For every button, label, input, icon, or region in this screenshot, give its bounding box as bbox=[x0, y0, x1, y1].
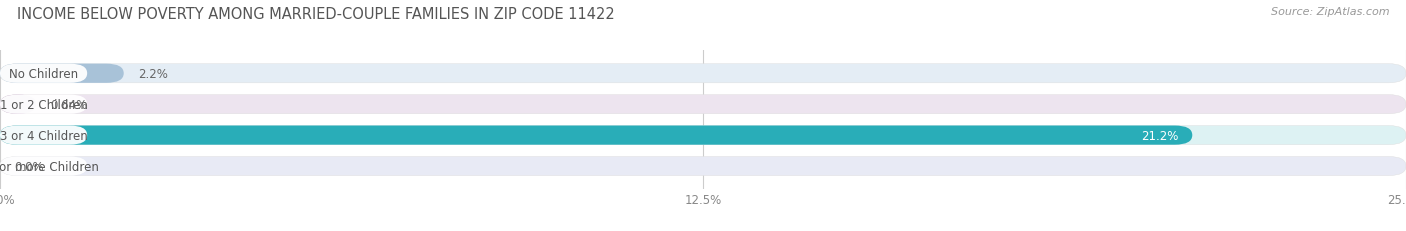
Text: No Children: No Children bbox=[8, 67, 79, 80]
Text: 1 or 2 Children: 1 or 2 Children bbox=[0, 98, 87, 111]
Text: 5 or more Children: 5 or more Children bbox=[0, 160, 98, 173]
Text: 3 or 4 Children: 3 or 4 Children bbox=[0, 129, 87, 142]
FancyBboxPatch shape bbox=[0, 64, 124, 83]
Text: INCOME BELOW POVERTY AMONG MARRIED-COUPLE FAMILIES IN ZIP CODE 11422: INCOME BELOW POVERTY AMONG MARRIED-COUPL… bbox=[17, 7, 614, 22]
Text: Source: ZipAtlas.com: Source: ZipAtlas.com bbox=[1271, 7, 1389, 17]
FancyBboxPatch shape bbox=[0, 157, 87, 176]
Text: 0.64%: 0.64% bbox=[51, 98, 87, 111]
FancyBboxPatch shape bbox=[0, 64, 87, 83]
FancyBboxPatch shape bbox=[0, 126, 1192, 145]
FancyBboxPatch shape bbox=[0, 157, 1406, 176]
FancyBboxPatch shape bbox=[0, 126, 1406, 145]
FancyBboxPatch shape bbox=[0, 95, 87, 114]
FancyBboxPatch shape bbox=[0, 95, 37, 114]
Text: 2.2%: 2.2% bbox=[138, 67, 167, 80]
FancyBboxPatch shape bbox=[0, 64, 1406, 83]
FancyBboxPatch shape bbox=[0, 126, 87, 145]
Text: 0.0%: 0.0% bbox=[14, 160, 44, 173]
Text: 21.2%: 21.2% bbox=[1140, 129, 1178, 142]
FancyBboxPatch shape bbox=[0, 95, 1406, 114]
